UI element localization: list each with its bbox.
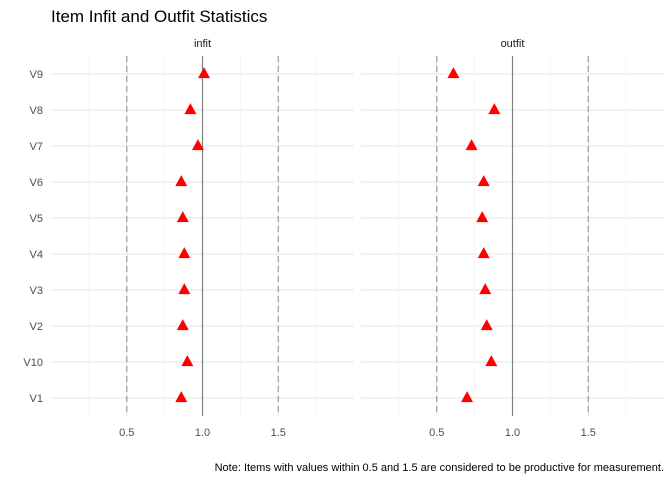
x-tick-label-outfit-2: 1.5 (581, 427, 596, 439)
data-point-infit-V2 (176, 319, 189, 331)
y-tick-label-V3: V3 (30, 285, 43, 297)
panel-label-outfit: outfit (501, 38, 525, 50)
data-point-outfit-V8 (488, 103, 501, 115)
data-point-infit-V7 (191, 139, 204, 151)
data-point-infit-V9 (198, 67, 211, 79)
x-tick-label-infit-2: 1.5 (271, 427, 286, 439)
data-point-infit-V10 (181, 355, 194, 367)
y-tick-label-V9: V9 (30, 69, 43, 81)
data-point-outfit-V4 (477, 247, 490, 259)
y-tick-label-V2: V2 (30, 321, 43, 333)
x-tick-label-outfit-0: 0.5 (429, 427, 444, 439)
data-point-outfit-V5 (476, 211, 489, 223)
x-tick-label-infit-0: 0.5 (119, 427, 134, 439)
data-point-outfit-V1 (461, 391, 474, 403)
y-tick-label-V5: V5 (30, 213, 43, 225)
chart-caption: Note: Items with values within 0.5 and 1… (215, 462, 664, 474)
data-point-outfit-V3 (479, 283, 492, 295)
panel-label-infit: infit (194, 38, 211, 50)
y-tick-label-V8: V8 (30, 105, 43, 117)
data-point-infit-V4 (178, 247, 191, 259)
y-tick-label-V7: V7 (30, 141, 43, 153)
data-point-infit-V6 (175, 175, 188, 187)
data-point-outfit-V10 (485, 355, 498, 367)
y-tick-label-V6: V6 (30, 177, 43, 189)
data-point-outfit-V7 (465, 139, 478, 151)
y-tick-label-V10: V10 (23, 357, 43, 369)
y-tick-label-V4: V4 (30, 249, 43, 261)
data-point-outfit-V9 (447, 67, 460, 79)
data-point-outfit-V2 (480, 319, 493, 331)
data-point-infit-V1 (175, 391, 188, 403)
data-point-outfit-V6 (477, 175, 490, 187)
data-point-infit-V8 (184, 103, 197, 115)
x-tick-label-infit-1: 1.0 (195, 427, 210, 439)
data-point-infit-V5 (176, 211, 189, 223)
chart-title: Item Infit and Outfit Statistics (51, 7, 267, 26)
data-point-infit-V3 (178, 283, 191, 295)
x-tick-label-outfit-1: 1.0 (505, 427, 520, 439)
y-tick-label-V1: V1 (30, 393, 43, 405)
